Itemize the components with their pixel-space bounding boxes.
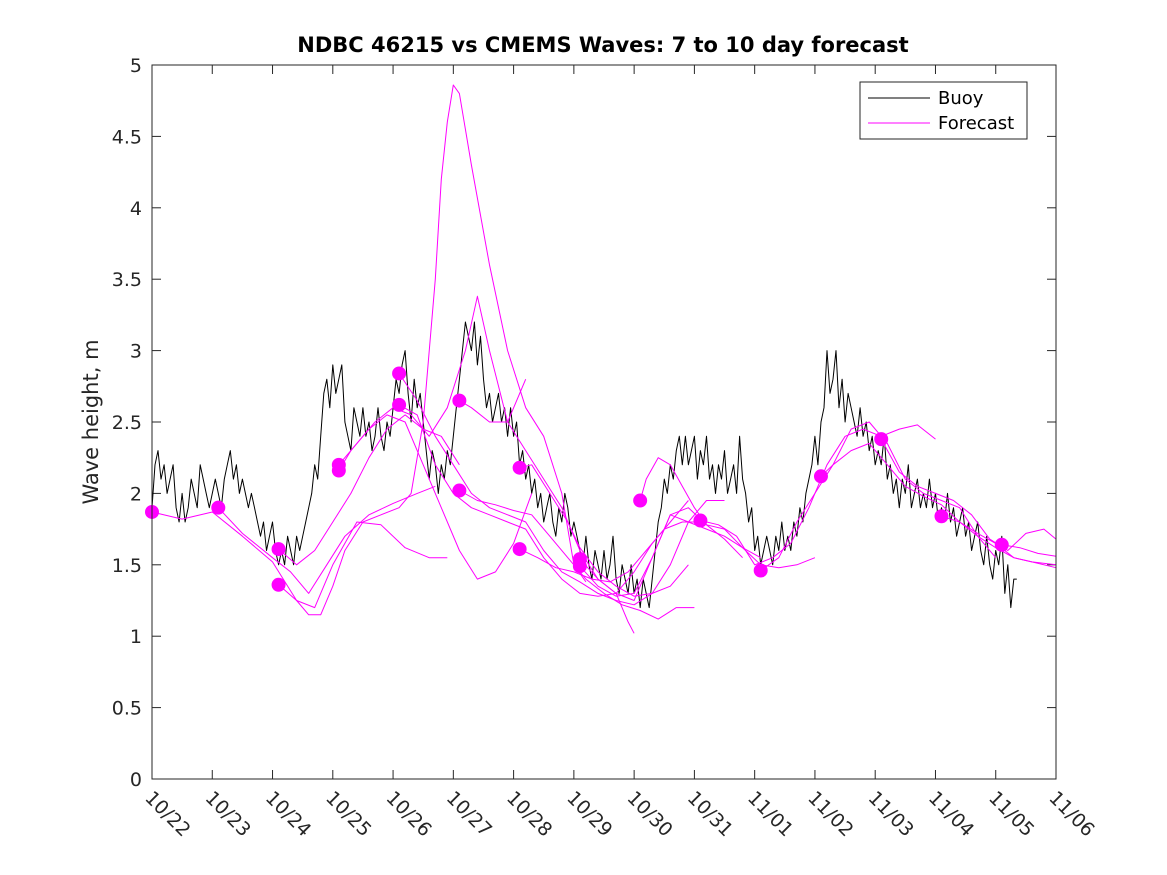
forecast-start-marker xyxy=(813,469,828,484)
y-tick-label: 3.5 xyxy=(112,269,142,291)
forecast-start-marker xyxy=(572,552,587,567)
forecast-start-marker xyxy=(392,366,407,381)
y-tick-label: 0 xyxy=(130,769,142,791)
series-forecast-line xyxy=(151,511,448,609)
forecast-start-marker xyxy=(934,509,949,524)
y-axis-label: Wave height, m xyxy=(79,339,103,504)
axes-box xyxy=(151,64,1057,780)
series-forecast-line xyxy=(398,404,689,597)
forecast-start-marker xyxy=(452,393,467,408)
forecast-start-marker xyxy=(753,563,768,578)
series-forecast-line xyxy=(1001,544,1057,557)
series-forecast-line xyxy=(459,379,527,423)
forecast-start-marker xyxy=(512,460,527,475)
series-forecast-line xyxy=(278,414,460,566)
y-tick-label: 4 xyxy=(130,198,142,220)
legend-box xyxy=(859,81,1028,140)
y-tick-label: 2 xyxy=(130,483,142,505)
y-tick-label: 4.5 xyxy=(112,126,142,148)
forecast-start-marker xyxy=(271,577,286,592)
series-forecast-line xyxy=(217,485,436,594)
forecast-start-marker xyxy=(994,537,1009,552)
y-tick-label: 1.5 xyxy=(112,555,142,577)
series-forecast-line xyxy=(519,521,701,583)
marker-layer xyxy=(145,366,1009,592)
series-forecast-line xyxy=(880,438,1057,551)
series-forecast-line xyxy=(820,442,1057,566)
series-forecast-line xyxy=(579,514,761,601)
y-tick-label: 1 xyxy=(130,626,142,648)
y-tick-label: 2.5 xyxy=(112,412,142,434)
y-tick-label: 3 xyxy=(130,341,142,363)
forecast-start-marker xyxy=(331,457,346,472)
legend-label-buoy: Buoy xyxy=(938,88,984,109)
forecast-start-marker xyxy=(392,397,407,412)
series-forecast-line xyxy=(700,424,936,566)
legend: Buoy Forecast xyxy=(859,81,1028,140)
chart-title: NDBC 46215 vs CMEMS Waves: 7 to 10 day f… xyxy=(297,33,908,57)
series-forecast-line xyxy=(760,421,997,571)
forecast-start-marker xyxy=(512,542,527,557)
forecast-start-marker xyxy=(693,513,708,528)
series-forecast-line xyxy=(278,84,587,616)
forecast-start-marker xyxy=(211,500,226,515)
legend-label-forecast: Forecast xyxy=(938,113,1014,134)
forecast-start-marker xyxy=(874,432,889,447)
series-buoy-line xyxy=(151,321,1017,609)
y-tick-label: 5 xyxy=(130,55,142,77)
series-forecast-line xyxy=(639,457,816,569)
series-forecast-line xyxy=(398,373,689,606)
y-tick-label: 0.5 xyxy=(112,698,142,720)
forecast-start-marker xyxy=(633,493,648,508)
forecast-start-marker xyxy=(452,483,467,498)
forecast-start-marker xyxy=(271,542,286,557)
